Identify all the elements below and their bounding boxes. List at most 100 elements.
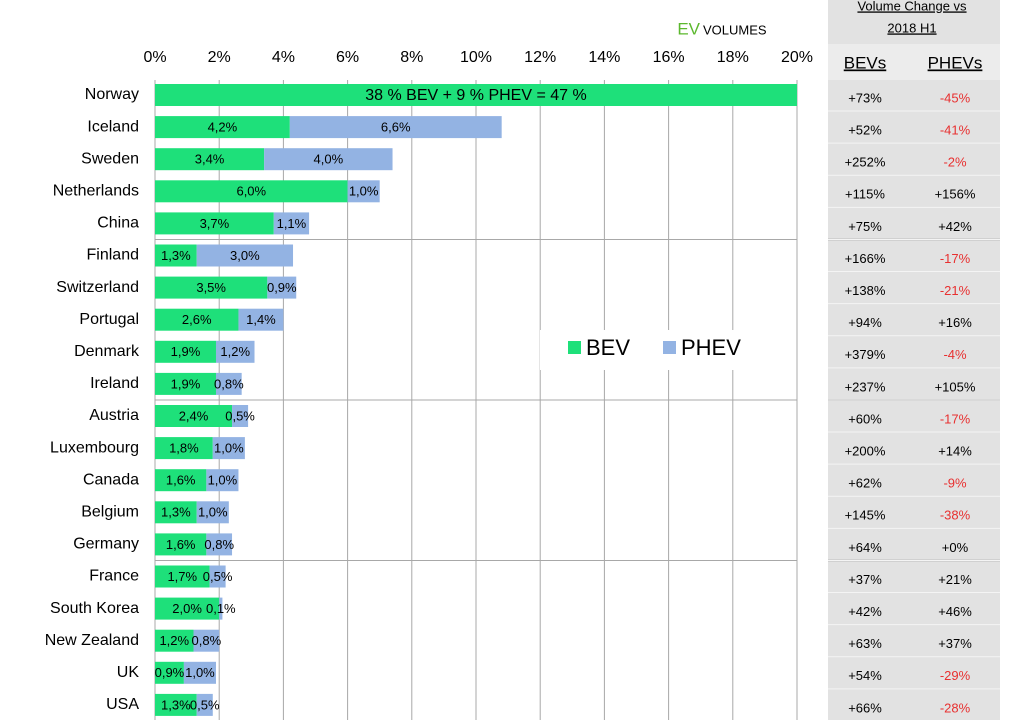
bar-segment: [193, 629, 220, 652]
y-tick-label: Netherlands: [53, 183, 139, 200]
bar-segment: [289, 116, 502, 139]
value-label: 0,5%: [203, 569, 233, 584]
y-tick-label: Switzerland: [56, 279, 139, 296]
table-cell: +16%: [938, 315, 972, 330]
value-label: 4,0%: [314, 152, 344, 167]
x-tick-label: 14%: [588, 49, 620, 66]
bar-segment: [155, 308, 239, 331]
value-label: 1,2%: [220, 344, 250, 359]
x-tick-label: 2%: [208, 49, 231, 66]
y-tick-label: Germany: [73, 536, 139, 553]
x-tick-label: 8%: [400, 49, 423, 66]
value-label: 1,0%: [185, 665, 215, 680]
bar-segment: [196, 244, 294, 267]
table-cell: +60%: [848, 411, 882, 426]
y-tick-label: Denmark: [74, 343, 140, 360]
bar-segment: [155, 244, 197, 267]
bar-segment: [155, 565, 210, 588]
value-label: 1,4%: [246, 312, 276, 327]
bar-segment: [155, 405, 233, 427]
bar-segment: [155, 629, 194, 652]
y-tick-label: Luxembourg: [50, 439, 139, 456]
table-cell: -45%: [940, 90, 971, 105]
value-label: 2,6%: [182, 312, 212, 327]
legend-swatch: [663, 341, 676, 354]
bar-segment: [264, 148, 393, 171]
bar-segment: [215, 372, 242, 395]
table-cell: +46%: [938, 604, 972, 619]
table-column-header: BEVs: [844, 53, 887, 72]
value-label: 2,4%: [179, 408, 209, 423]
bar-segment: [183, 661, 216, 684]
value-label: 1,1%: [277, 216, 307, 231]
value-label: 1,3%: [161, 505, 191, 520]
y-tick-label: France: [89, 568, 139, 585]
bar-segment: [155, 340, 216, 363]
table-cell: -28%: [940, 700, 971, 715]
y-tick-label: Austria: [89, 407, 139, 424]
value-label: 0,9%: [267, 280, 297, 295]
value-label: 3,0%: [230, 248, 260, 263]
y-tick-label: Ireland: [90, 375, 139, 392]
y-tick-label: Norway: [85, 86, 139, 103]
bar-segment: [232, 405, 249, 427]
x-tick-label: 16%: [653, 49, 685, 66]
value-label: 1,0%: [198, 505, 228, 520]
table-cell: +94%: [848, 315, 882, 330]
x-tick-label: 20%: [781, 49, 813, 66]
table-cell: -21%: [940, 283, 971, 298]
value-label: 1,0%: [214, 441, 244, 456]
value-label: 0,8%: [204, 537, 234, 552]
table-cell: +37%: [938, 636, 972, 651]
bar-segment: [206, 469, 239, 492]
table-cell: +200%: [845, 444, 886, 459]
table-cell: +237%: [845, 379, 886, 394]
y-tick-label: UK: [117, 664, 140, 681]
value-label: 0,5%: [225, 408, 255, 423]
table-cell: +14%: [938, 444, 972, 459]
table-cell: +42%: [848, 604, 882, 619]
bar-segment: [155, 116, 290, 139]
table-cell: -17%: [940, 251, 971, 266]
table-background: [828, 0, 1000, 720]
legend-label: PHEV: [681, 335, 741, 360]
bar-segment: [209, 565, 226, 588]
value-label: 0,5%: [190, 697, 220, 712]
bar-segment: [155, 372, 216, 395]
bar-segment: [215, 340, 255, 363]
value-label: 1,0%: [349, 184, 379, 199]
value-label: 1,7%: [167, 569, 197, 584]
table-cell: +138%: [845, 283, 886, 298]
x-tick-label: 10%: [460, 49, 492, 66]
table-cell: +73%: [848, 90, 882, 105]
table-cell: -38%: [940, 508, 971, 523]
bar-segment: [155, 212, 274, 235]
table-cell: -17%: [940, 411, 971, 426]
y-tick-label: Iceland: [87, 118, 139, 135]
bar-segment: [219, 597, 223, 620]
bar-segment: [273, 212, 310, 235]
table-cell: +252%: [845, 155, 886, 170]
value-label: 1,3%: [161, 697, 191, 712]
y-tick-label: Sweden: [81, 150, 139, 167]
table-cell: +0%: [942, 540, 969, 555]
value-label: 0,1%: [206, 601, 236, 616]
bar-segment: [267, 276, 297, 299]
x-tick-label: 18%: [717, 49, 749, 66]
y-tick-label: Belgium: [81, 504, 139, 521]
value-label: 1,0%: [208, 473, 238, 488]
x-tick-label: 6%: [336, 49, 359, 66]
annotation: 38 % BEV + 9 % PHEV = 47 %: [365, 87, 586, 104]
value-label: 3,7%: [200, 216, 230, 231]
bar-segment: [155, 693, 197, 716]
bar-segment: [155, 84, 797, 106]
y-tick-label: China: [97, 215, 139, 232]
table-cell: -2%: [943, 155, 967, 170]
bar-segment: [155, 437, 213, 460]
value-label: 1,3%: [161, 248, 191, 263]
bar-segment: [196, 693, 213, 716]
value-label: 1,6%: [166, 473, 196, 488]
table-cell: +66%: [848, 700, 882, 715]
value-label: 1,6%: [166, 537, 196, 552]
